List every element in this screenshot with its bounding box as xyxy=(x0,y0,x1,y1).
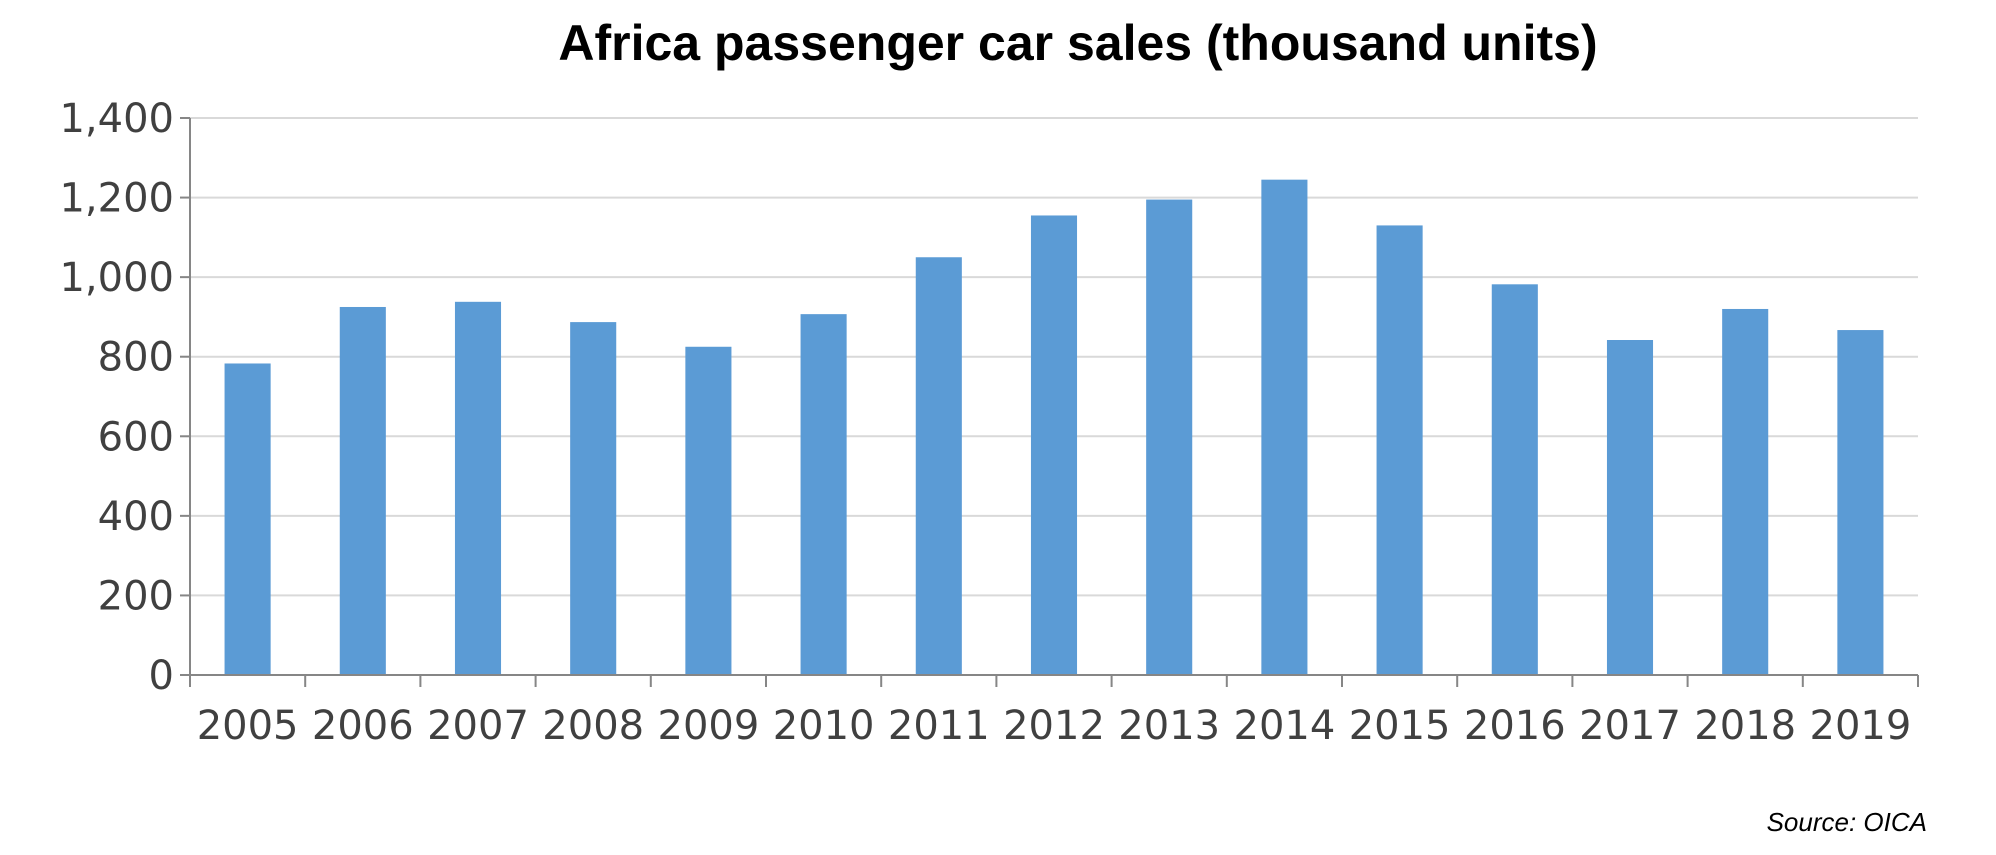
y-tick-label: 0 xyxy=(149,653,174,699)
x-tick-label: 2005 xyxy=(197,703,299,749)
bar-2017 xyxy=(1606,340,1654,675)
x-tick-label: 2018 xyxy=(1694,703,1796,749)
axes xyxy=(180,117,1919,687)
y-tick-label: 400 xyxy=(98,494,174,540)
x-tick-label: 2013 xyxy=(1118,703,1220,749)
y-tick-label: 1,400 xyxy=(59,96,174,142)
bar-2016 xyxy=(1491,284,1538,675)
bar-2010 xyxy=(800,314,847,675)
x-tick-label: 2006 xyxy=(312,703,414,749)
bar-2015 xyxy=(1376,225,1423,675)
x-axis-ticks: 2005 2006 2007 2008 2009 2010 2011 2012 2013 2014… xyxy=(197,703,1912,749)
x-tick-label: 2017 xyxy=(1579,703,1681,749)
x-tick-label: 2012 xyxy=(1003,703,1105,749)
bar-2009 xyxy=(685,346,732,675)
bar-2008 xyxy=(570,322,617,675)
x-tick-label: 2011 xyxy=(888,703,990,749)
x-tick-label: 2019 xyxy=(1810,703,1912,749)
x-tick-label: 2009 xyxy=(658,703,760,749)
bar-2012 xyxy=(1030,215,1078,675)
source-note: Source: OICA xyxy=(1767,807,1927,837)
y-tick-label: 1,000 xyxy=(59,255,174,301)
bar-2007 xyxy=(454,301,502,675)
bar-2014 xyxy=(1261,179,1308,676)
chart-title: Africa passenger car sales (thousand uni… xyxy=(558,15,1597,71)
bar-2019 xyxy=(1837,330,1884,675)
x-tick-label: 2007 xyxy=(427,703,529,749)
bar-2005 xyxy=(224,363,271,675)
bar-2006 xyxy=(339,306,386,675)
y-tick-label: 800 xyxy=(98,335,174,381)
x-tick-label: 2015 xyxy=(1349,703,1451,749)
x-tick-label: 2010 xyxy=(773,703,875,749)
bar-2011 xyxy=(915,257,962,675)
x-tick-label: 2008 xyxy=(542,703,644,749)
bar-2013 xyxy=(1146,199,1193,675)
bar-2018 xyxy=(1722,308,1769,675)
x-tick-label: 2016 xyxy=(1464,703,1566,749)
y-axis-ticks: 0 200 400 600 800 1,000 1,200 1,400 xyxy=(59,96,174,699)
y-tick-label: 200 xyxy=(98,573,174,619)
y-tick-label: 1,200 xyxy=(59,176,174,222)
x-tick-label: 2014 xyxy=(1234,703,1336,749)
y-tick-label: 600 xyxy=(98,414,174,460)
bars xyxy=(224,179,1884,676)
